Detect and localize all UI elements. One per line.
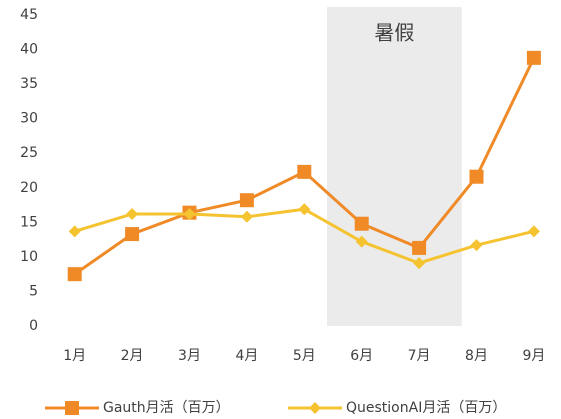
y-tick-label: 40 — [20, 42, 38, 58]
marker — [67, 267, 82, 282]
legend-label: Gauth月活（百万） — [103, 400, 230, 416]
marker — [183, 208, 196, 221]
legend-label: QuestionAI月活（百万） — [346, 400, 506, 416]
marker — [298, 203, 311, 216]
x-tick-label: 4月 — [235, 348, 258, 364]
marker — [412, 240, 427, 255]
x-tick-label: 8月 — [465, 348, 488, 364]
marker — [309, 402, 321, 414]
marker — [527, 225, 540, 238]
marker — [470, 239, 483, 252]
y-tick-label: 0 — [29, 318, 38, 334]
marker — [240, 210, 253, 223]
shaded-range-label: 暑假 — [374, 21, 414, 45]
marker — [469, 169, 484, 184]
x-tick-label: 5月 — [293, 348, 316, 364]
y-tick-label: 30 — [20, 111, 38, 127]
x-tick-label: 2月 — [121, 348, 144, 364]
marker — [354, 216, 369, 231]
marker — [65, 401, 79, 415]
marker — [526, 50, 541, 65]
x-tick-label: 6月 — [350, 348, 373, 364]
marker — [413, 257, 426, 270]
y-tick-label: 45 — [20, 7, 38, 23]
y-tick-label: 10 — [20, 249, 38, 265]
y-tick-label: 5 — [29, 283, 38, 299]
marker — [125, 227, 140, 242]
shaded-range — [327, 7, 462, 326]
marker — [239, 193, 254, 208]
marker — [126, 208, 139, 221]
series-line — [74, 207, 535, 265]
x-tick-label: 9月 — [522, 348, 545, 364]
x-tick-label: 1月 — [63, 348, 86, 364]
marker — [68, 225, 81, 238]
y-tick-label: 25 — [20, 145, 38, 161]
marker — [297, 164, 312, 179]
x-tick-label: 3月 — [178, 348, 201, 364]
marker — [355, 235, 368, 248]
y-tick-label: 20 — [20, 180, 38, 196]
y-tick-label: 15 — [20, 214, 38, 230]
x-tick-label: 7月 — [408, 348, 431, 364]
y-tick-label: 35 — [20, 76, 38, 92]
